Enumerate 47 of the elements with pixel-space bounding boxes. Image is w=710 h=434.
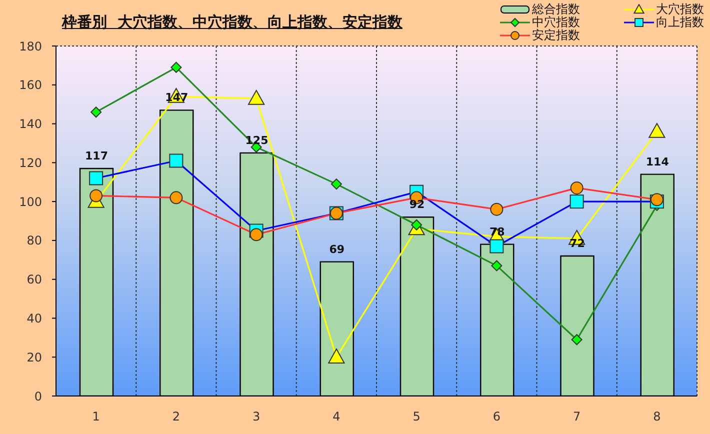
point [571, 334, 582, 346]
point [570, 194, 584, 209]
x-tick-label: 4 [332, 410, 340, 424]
x-tick-label: 1 [92, 410, 100, 424]
y-tick-label: 140 [19, 117, 42, 132]
data-label: 69 [329, 242, 345, 256]
x-tick-label: 5 [412, 410, 420, 424]
y-tick-label: 60 [26, 272, 42, 287]
y-tick-label: 100 [19, 194, 42, 209]
x-tick-label: 2 [172, 410, 180, 424]
point [89, 171, 104, 186]
x-tick-label: 8 [653, 410, 661, 424]
legend-label: 安定指数 [532, 28, 580, 42]
point [248, 90, 265, 105]
legend-label: 総合指数 [532, 2, 580, 16]
y-tick-label: 40 [26, 311, 42, 326]
legend-label: 中穴指数 [532, 15, 580, 29]
x-tick-label: 6 [492, 410, 501, 424]
data-label: 72 [570, 237, 585, 250]
y-tick-label: 120 [19, 156, 42, 170]
point [330, 178, 342, 190]
legend-label: 向上指数 [656, 15, 704, 29]
point [328, 348, 345, 364]
y-tick-label: 180 [19, 39, 42, 54]
point [650, 193, 664, 206]
y-tick-label: 20 [26, 350, 42, 364]
point [570, 181, 584, 194]
point [90, 189, 103, 202]
point [170, 191, 183, 204]
x-tick-label: 3 [252, 410, 260, 424]
point [490, 239, 504, 254]
data-label: 114 [646, 155, 670, 168]
y-tick-label: 0 [34, 389, 42, 404]
chart-title: 枠番別 大穴指数、中穴指数、向上指数、安定指数 [62, 13, 402, 32]
data-label: 117 [85, 150, 108, 162]
point [491, 260, 502, 272]
y-tick-label: 160 [19, 78, 42, 92]
point [169, 154, 184, 168]
point [250, 228, 263, 242]
point [648, 122, 666, 138]
point [170, 62, 182, 73]
x-tick-label: 7 [572, 410, 581, 424]
y-tick-label: 80 [26, 234, 42, 248]
point [411, 219, 422, 230]
point [90, 106, 102, 118]
legend-label: 大穴指数 [656, 2, 704, 16]
point [490, 202, 504, 216]
